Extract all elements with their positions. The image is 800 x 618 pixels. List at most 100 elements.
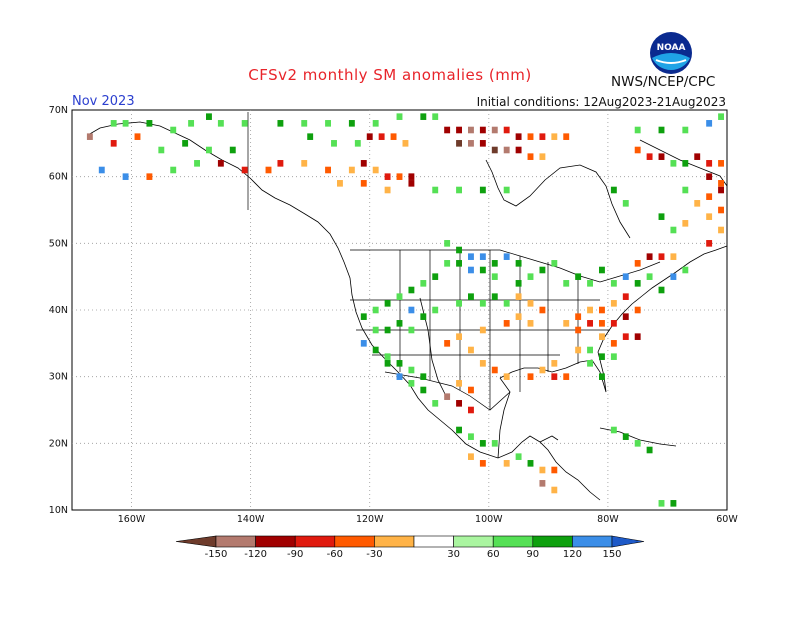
anomaly-cell <box>468 253 474 260</box>
anomaly-cell <box>587 360 593 367</box>
anomaly-cell <box>539 266 546 274</box>
anomaly-cell <box>575 313 582 320</box>
anomaly-cell <box>682 186 689 194</box>
anomaly-cell <box>444 260 451 267</box>
us-mexico-border <box>384 371 511 411</box>
us-canada-border <box>350 249 661 283</box>
anomaly-cell <box>622 273 629 280</box>
anomaly-cell <box>515 313 522 320</box>
anomaly-cell <box>146 120 153 127</box>
anomaly-cell <box>706 173 713 180</box>
anomaly-cell <box>491 366 498 374</box>
anomaly-cell <box>682 160 689 167</box>
anomaly-cell <box>354 140 361 147</box>
anomaly-cell <box>134 133 141 140</box>
anomaly-cell <box>575 326 582 334</box>
anomaly-cell <box>384 360 391 367</box>
anomaly-cell <box>491 126 498 134</box>
anomaly-cell <box>390 133 397 140</box>
anomaly-cell <box>468 433 474 440</box>
anomaly-cell <box>658 153 665 160</box>
anomaly-cell <box>456 333 462 340</box>
anomaly-cell <box>479 140 486 147</box>
anomaly-cell <box>325 166 331 174</box>
anomaly-cell <box>408 180 415 187</box>
colorbar-box <box>453 535 494 548</box>
anomaly-cell <box>515 453 522 460</box>
anomaly-cell <box>468 346 474 354</box>
anomaly-cell <box>718 113 724 120</box>
anomaly-cell <box>706 213 713 220</box>
anomaly-cell <box>694 153 701 160</box>
anomaly-cell <box>479 326 486 334</box>
anomaly-cell <box>718 226 724 234</box>
anomaly-cell <box>599 320 605 327</box>
anomaly-cell <box>539 306 546 314</box>
anomaly-cell <box>539 153 546 160</box>
anomaly-cell <box>527 320 534 327</box>
lon-label: 140W <box>237 514 265 525</box>
logo-text: NOAA <box>657 43 686 53</box>
anomaly-cell <box>98 166 105 174</box>
forecast-month: Nov 2023 <box>72 94 135 109</box>
anomaly-cell <box>456 186 462 194</box>
colorbar-label: 90 <box>526 549 539 560</box>
lat-label: 40N <box>49 305 68 316</box>
labrador <box>639 139 728 187</box>
anomaly-cell <box>378 133 385 140</box>
anomaly-cell <box>527 153 534 160</box>
anomaly-cell <box>706 160 713 167</box>
anomaly-cell <box>718 180 724 187</box>
anomaly-cell <box>194 160 200 167</box>
anomaly-cell <box>658 253 665 260</box>
anomaly-cell <box>610 353 617 360</box>
lon-label: 100W <box>475 514 503 525</box>
anomaly-cell <box>158 146 165 154</box>
latitude-labels: 10N 20N 30N 40N 50N 60N 70N <box>49 105 68 516</box>
anomaly-cell <box>491 293 498 300</box>
political-borders <box>247 112 661 411</box>
anomaly-cell <box>634 126 641 134</box>
anomaly-cell <box>670 273 677 280</box>
anomaly-cell <box>491 273 498 280</box>
anomaly-cell <box>420 386 427 394</box>
anomaly-cell <box>527 133 534 140</box>
anomaly-cell <box>563 133 570 140</box>
anomaly-cell <box>182 140 189 147</box>
anomaly-cell <box>599 333 605 340</box>
anomaly-cell <box>658 213 665 220</box>
anomaly-cell <box>670 500 677 507</box>
colorbar-box <box>294 535 336 548</box>
anomaly-cell <box>396 360 403 367</box>
lat-label: 60N <box>49 172 68 183</box>
anomaly-cell <box>468 293 474 300</box>
anomaly-cell <box>503 253 510 260</box>
anomaly-cell <box>468 140 474 147</box>
anomaly-cell <box>366 133 373 140</box>
anomaly-cell <box>515 280 522 287</box>
anomaly-cell <box>670 160 677 167</box>
lon-label: 120W <box>356 514 384 525</box>
anomaly-cell <box>479 266 486 274</box>
initial-conditions: Initial conditions: 12Aug2023-21Aug2023 <box>476 95 726 109</box>
anomaly-cell <box>575 346 582 354</box>
lat-label: 50N <box>49 238 68 249</box>
anomaly-cell <box>634 146 641 154</box>
colorbar-box <box>572 535 613 548</box>
lat-label: 20N <box>49 438 68 449</box>
anomaly-cell <box>206 113 212 120</box>
anomaly-cell <box>408 380 415 387</box>
lat-label: 10N <box>49 505 68 516</box>
anomaly-cell <box>122 173 129 180</box>
anomaly-cell <box>456 260 462 267</box>
anomaly-cell <box>217 160 224 167</box>
anomaly-cell <box>622 200 629 207</box>
anomaly-cell <box>622 433 629 440</box>
colorbar-labels: -150 -120 -90 -60 -30 30 60 90 120 150 <box>205 549 622 560</box>
yucatan <box>539 435 559 443</box>
anomaly-cell <box>372 120 379 127</box>
anomaly-cell <box>479 126 486 134</box>
anomaly-cell <box>622 293 629 300</box>
anomaly-cell <box>599 373 605 380</box>
